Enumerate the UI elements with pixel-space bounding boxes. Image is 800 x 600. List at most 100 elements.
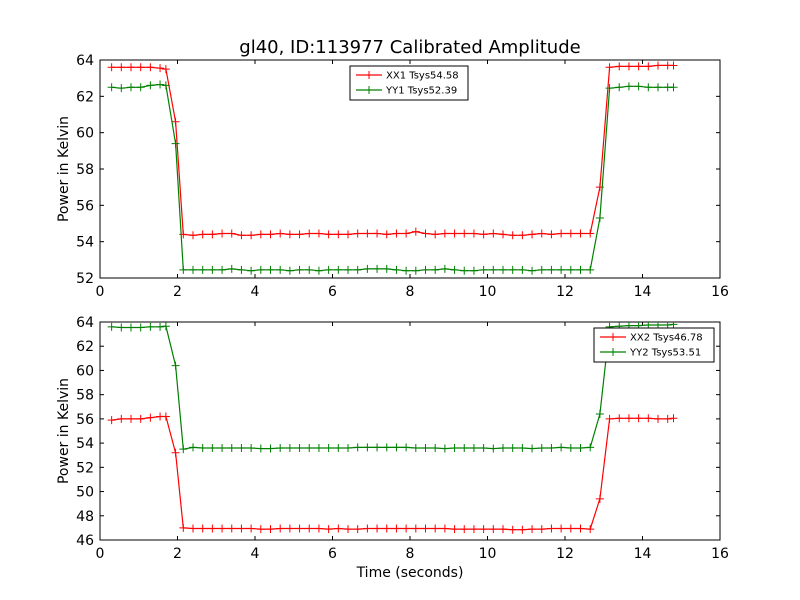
data-point: [566, 265, 575, 274]
data-point: [237, 265, 246, 274]
data-point: [469, 266, 478, 275]
legend-marker: [365, 71, 373, 79]
data-point: [624, 62, 633, 71]
data-point: [136, 414, 145, 423]
data-point: [644, 414, 653, 423]
data-point: [663, 414, 672, 423]
data-point: [237, 524, 246, 533]
data-point: [285, 266, 294, 275]
data-point: [237, 231, 246, 240]
legend-label: XX2 Tsys46.78: [630, 333, 703, 344]
data-point: [450, 265, 459, 274]
data-point: [431, 443, 440, 452]
data-point: [208, 524, 217, 533]
data-point: [669, 322, 678, 329]
data-point: [127, 83, 135, 92]
data-point: [208, 265, 217, 274]
data-point: [479, 265, 488, 274]
data-point: [276, 265, 285, 274]
data-point: [266, 230, 275, 239]
series-2: [107, 80, 678, 275]
data-point: [518, 525, 527, 534]
legend-label: YY2 Tsys53.51: [629, 348, 701, 359]
data-point: [256, 444, 265, 453]
data-point: [499, 230, 507, 239]
data-point: [117, 323, 126, 332]
data-point: [566, 229, 575, 238]
data-point: [392, 229, 401, 238]
data-point: [295, 443, 304, 452]
data-point: [528, 525, 537, 534]
data-point: [557, 524, 566, 533]
data-point: [547, 230, 556, 239]
data-point: [499, 265, 507, 274]
data-point: [117, 414, 126, 423]
data-point: [586, 525, 595, 534]
data-point: [146, 81, 155, 90]
data-point: [314, 229, 323, 238]
data-point: [136, 323, 145, 332]
data-point: [382, 230, 391, 239]
data-point: [624, 82, 633, 91]
data-point: [179, 523, 188, 532]
data-point: [146, 322, 155, 331]
data-point: [518, 231, 527, 240]
data-point: [469, 443, 478, 452]
data-point: [547, 443, 556, 452]
data-point: [156, 80, 165, 89]
data-point: [353, 525, 362, 534]
x-tick-label: 4: [251, 546, 260, 562]
legend-box: [593, 327, 715, 363]
x-tick-label: 2: [173, 284, 182, 300]
x-tick-label: 16: [711, 546, 729, 562]
data-point: [634, 82, 643, 91]
data-point: [247, 443, 256, 452]
data-point: [469, 229, 478, 238]
data-point: [373, 443, 382, 452]
x-tick-label: 16: [711, 284, 729, 300]
data-point: [353, 265, 362, 274]
data-point: [117, 84, 126, 93]
data-point: [402, 443, 411, 452]
data-point: [421, 265, 430, 274]
data-point: [576, 443, 585, 452]
data-point: [421, 443, 430, 452]
data-point: [537, 443, 546, 452]
data-point: [324, 443, 333, 452]
data-point: [528, 444, 537, 453]
data-point: [421, 524, 430, 533]
y-tick-label: 58: [76, 162, 94, 178]
data-point: [518, 265, 527, 274]
data-point: [586, 265, 595, 274]
data-point: [654, 414, 662, 423]
data-point: [156, 322, 165, 331]
data-point: [156, 64, 165, 73]
data-point: [161, 81, 170, 90]
data-point: [171, 361, 180, 370]
data-point: [324, 265, 333, 274]
data-point: [295, 265, 304, 274]
data-point: [247, 266, 256, 275]
data-point: [566, 443, 575, 452]
chart-title: gl40, ID:113977 Calibrated Amplitude: [239, 37, 580, 58]
data-point: [189, 524, 197, 533]
data-point: [392, 524, 401, 533]
data-point: [146, 413, 155, 422]
data-point: [227, 229, 236, 238]
data-point: [431, 230, 440, 239]
data-point: [363, 264, 372, 273]
data-point: [489, 229, 498, 238]
data-point: [595, 410, 604, 419]
data-point: [324, 230, 333, 239]
data-point: [171, 117, 180, 126]
data-point: [479, 230, 488, 239]
data-point: [305, 265, 314, 274]
data-point: [107, 322, 116, 331]
data-point: [198, 524, 207, 533]
data-point: [344, 265, 352, 274]
data-point: [285, 230, 294, 239]
data-point: [508, 231, 517, 240]
data-point: [373, 524, 382, 533]
